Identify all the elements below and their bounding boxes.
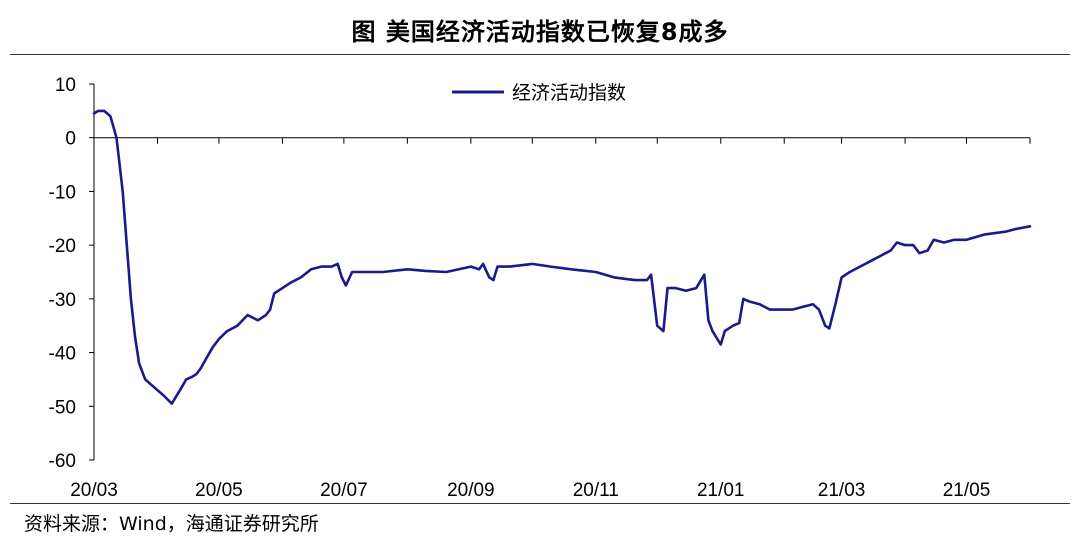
x-tick-label: 20/05 bbox=[195, 480, 243, 501]
source-note: 资料来源：Wind，海通证券研究所 bbox=[24, 513, 319, 535]
x-tick-label: 20/09 bbox=[447, 480, 495, 501]
y-tick-label: 10 bbox=[55, 75, 76, 96]
y-tick-label: -10 bbox=[49, 182, 76, 203]
x-tick-label: 21/01 bbox=[697, 480, 745, 501]
x-tick-label: 21/03 bbox=[818, 480, 866, 501]
title-bar: 图 美国经济活动指数已恢复8成多 bbox=[0, 0, 1080, 56]
legend: 经济活动指数 bbox=[452, 82, 626, 104]
y-tick-label: -30 bbox=[49, 290, 76, 311]
y-tick-label: -40 bbox=[49, 344, 76, 365]
y-tick-label: 0 bbox=[65, 129, 76, 150]
series-lines bbox=[92, 109, 1032, 405]
x-tick-label: 20/03 bbox=[70, 480, 118, 501]
x-tick-label: 21/05 bbox=[943, 480, 991, 501]
y-tick-labels: 10 0 -10 -20 -30 -40 -50 -60 bbox=[49, 75, 76, 472]
x-tick-label: 20/07 bbox=[320, 480, 368, 501]
series-line bbox=[92, 109, 1032, 405]
chart-axes bbox=[89, 83, 1031, 461]
y-tick-label: -60 bbox=[49, 451, 76, 472]
legend-label: 经济活动指数 bbox=[512, 82, 626, 104]
chart-title: 图 美国经济活动指数已恢复8成多 bbox=[351, 18, 729, 46]
title-divider bbox=[10, 54, 1070, 55]
x-tick-label: 20/11 bbox=[573, 480, 619, 501]
x-tick-labels: 20/03 20/05 20/07 20/09 20/11 21/01 21/03 21/05 bbox=[70, 480, 990, 501]
y-tick-label: -20 bbox=[49, 236, 76, 257]
source-divider bbox=[10, 503, 1070, 504]
y-tick-label: -50 bbox=[49, 397, 76, 418]
